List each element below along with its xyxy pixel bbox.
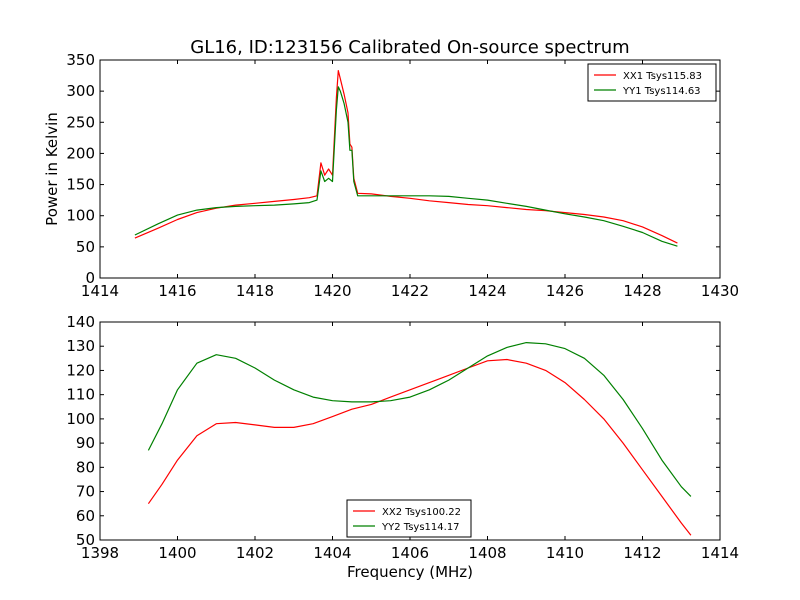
y-tick-label: 100 (66, 207, 95, 225)
y-tick-label: 130 (66, 337, 95, 355)
x-tick-label: 1408 (468, 544, 506, 562)
y-tick-label: 350 (66, 51, 95, 69)
y-tick-label: 140 (66, 313, 95, 331)
legend: XX2 Tsys100.22 YY2 Tsys114.17 (346, 499, 472, 538)
x-tick-label: 1404 (313, 544, 351, 562)
x-tick-label: 1426 (546, 282, 584, 300)
x-tick-label: 1420 (313, 282, 351, 300)
x-axis-label: Frequency (MHz) (347, 563, 473, 581)
x-tick-label: 1430 (701, 282, 739, 300)
x-tick-label: 1414 (81, 282, 119, 300)
legend-box (587, 63, 717, 102)
x-tick-label: 1398 (81, 544, 119, 562)
y-tick-label: 80 (76, 458, 95, 476)
series-line-xx2 (147, 358, 692, 536)
y-tick-label: 250 (66, 113, 95, 131)
x-tick-label: 1418 (236, 282, 274, 300)
legend: XX1 Tsys115.83 YY1 Tsys114.63 (587, 63, 717, 102)
top-panel: 1414 1416 1418 1420 1422 1424 1426 1428 1430 0 50 1… (43, 51, 739, 300)
figure-title: GL16, ID:123156 Calibrated On-source spe… (190, 37, 629, 58)
x-tick-label: 1412 (623, 544, 661, 562)
legend-label: XX2 Tsys100.22 (382, 507, 461, 518)
y-tick-label: 200 (66, 144, 95, 162)
bottom-panel: 1398 1400 1402 1404 1406 1408 1410 1412 1414 50 60… (66, 313, 739, 581)
y-tick-label: 90 (76, 434, 95, 452)
series-line-yy2 (147, 342, 692, 497)
y-axis-label: Power in Kelvin (43, 112, 61, 226)
y-tick-label: 300 (66, 82, 95, 100)
x-tick-label: 1406 (391, 544, 429, 562)
x-tick-label: 1400 (158, 544, 196, 562)
x-tick-label: 1416 (158, 282, 196, 300)
series-line-yy1 (134, 86, 678, 247)
x-tick-label: 1402 (236, 544, 274, 562)
x-tick-label: 1428 (623, 282, 661, 300)
x-tick-label: 1414 (701, 544, 739, 562)
legend-label: YY2 Tsys114.17 (381, 522, 460, 533)
y-tick-label: 120 (66, 361, 95, 379)
x-tick-label: 1410 (546, 544, 584, 562)
legend-label: XX1 Tsys115.83 (623, 71, 702, 82)
y-tick-label: 0 (85, 269, 95, 287)
y-tick-label: 70 (76, 483, 95, 501)
y-tick-label: 50 (76, 531, 95, 549)
y-tick-label: 100 (66, 410, 95, 428)
y-tick-label: 110 (66, 386, 95, 404)
legend-box (346, 499, 472, 538)
y-tick-label: 150 (66, 176, 95, 194)
legend-label: YY1 Tsys114.63 (622, 86, 701, 97)
y-tick-label: 60 (76, 507, 95, 525)
x-tick-label: 1424 (468, 282, 506, 300)
y-tick-label: 50 (76, 238, 95, 256)
x-tick-label: 1422 (391, 282, 429, 300)
